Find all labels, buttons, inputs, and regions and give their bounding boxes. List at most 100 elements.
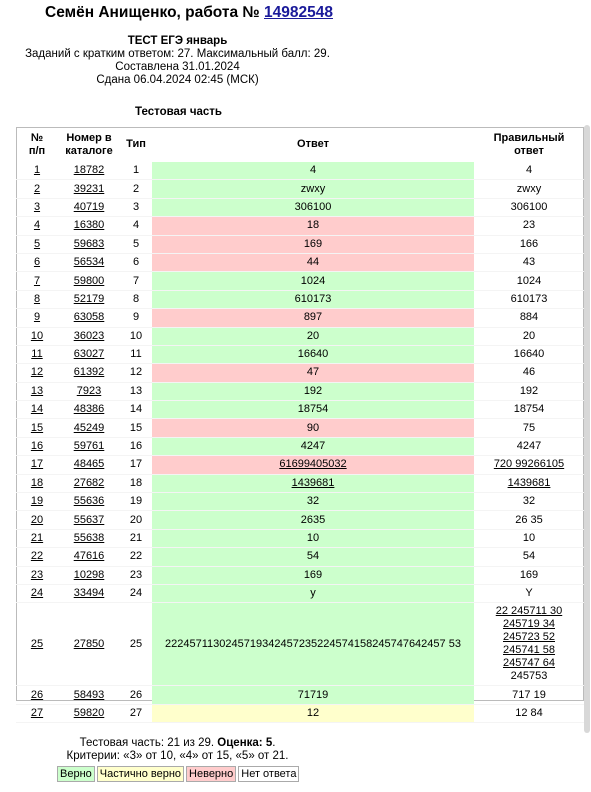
row-number-cell: 18 (16, 474, 58, 494)
answer-value: 71719 (297, 688, 329, 701)
catalog-number-cell: 10298 (58, 566, 120, 585)
header-correct: Правильный ответ (493, 131, 565, 157)
task-type-cell: 21 (120, 529, 152, 549)
answer-cell: 16640 (152, 345, 474, 365)
catalog-number-link[interactable]: 40719 (73, 200, 105, 213)
row-number-link[interactable]: 4 (33, 219, 41, 232)
correct-answer-value: 12 84 (515, 706, 543, 719)
catalog-number-link[interactable]: 7923 (76, 384, 102, 397)
catalog-number-link[interactable]: 10298 (73, 568, 105, 581)
correct-answer-value: 884 (519, 311, 539, 324)
catalog-number-link[interactable]: 55638 (73, 532, 105, 544)
catalog-number-link[interactable]: 63027 (73, 348, 105, 361)
row-number-link[interactable]: 16 (30, 440, 44, 453)
correct-answer-line[interactable]: 22 245711 30 (495, 605, 563, 618)
task-type-cell: 14 (120, 400, 152, 420)
catalog-number-link[interactable]: 18782 (73, 164, 105, 177)
catalog-number-link[interactable]: 59820 (73, 706, 105, 719)
row-number-cell: 13 (16, 382, 58, 402)
row-number-link[interactable]: 3 (33, 200, 41, 213)
row-number-link[interactable]: 27 (30, 706, 44, 719)
catalog-number-link[interactable]: 61392 (73, 366, 105, 379)
row-number-link[interactable]: 12 (30, 366, 44, 379)
vertical-scrollbar[interactable] (584, 125, 590, 733)
row-number-link[interactable]: 6 (33, 256, 41, 269)
catalog-number-cell: 39231 (58, 179, 120, 199)
correct-answer-value: zwxy (516, 182, 542, 195)
row-number-link[interactable]: 17 (30, 458, 44, 471)
row-number-link[interactable]: 14 (30, 403, 44, 416)
correct-answer-value[interactable]: 1439681 (507, 476, 551, 489)
catalog-number-link[interactable]: 59800 (73, 274, 105, 287)
grade-value: 5 (265, 737, 273, 749)
row-number-link[interactable]: 26 (30, 688, 44, 701)
task-type-cell: 1 (120, 162, 152, 181)
catalog-number-link[interactable]: 59683 (73, 237, 105, 250)
row-number-link[interactable]: 2 (33, 182, 41, 195)
catalog-number-link[interactable]: 48386 (73, 403, 105, 416)
task-type-cell: 17 (120, 455, 152, 475)
correct-answer-value: 166 (519, 237, 539, 250)
row-number-link[interactable]: 21 (30, 532, 44, 544)
catalog-number-link[interactable]: 59761 (73, 440, 105, 453)
correct-answer-line[interactable]: 245741 58 (503, 644, 555, 657)
answer-cell: 20 (152, 327, 474, 346)
catalog-number-link[interactable]: 45249 (73, 421, 105, 434)
answer-value[interactable]: 1439681 (291, 476, 335, 489)
row-number-link[interactable]: 25 (30, 637, 44, 650)
correct-answer-value[interactable]: 720 99266105 (493, 458, 565, 471)
answer-value: 192 (303, 384, 323, 397)
catalog-number-link[interactable]: 47616 (73, 550, 105, 563)
catalog-number-link[interactable]: 27682 (73, 476, 105, 489)
row-number-link[interactable]: 9 (33, 311, 41, 324)
work-number-link[interactable]: 14982548 (264, 4, 333, 21)
row-number-link[interactable]: 11 (31, 348, 43, 361)
row-number-link[interactable]: 8 (33, 292, 41, 305)
answer-cell: 32 (152, 492, 474, 512)
answer-value: 12 (306, 706, 320, 719)
catalog-number-link[interactable]: 39231 (73, 182, 105, 195)
catalog-number-link[interactable]: 56534 (73, 256, 105, 269)
catalog-number-link[interactable]: 55636 (73, 495, 105, 508)
catalog-number-link[interactable]: 36023 (73, 329, 105, 342)
header-type: Тип (126, 138, 146, 150)
row-number-link[interactable]: 15 (30, 421, 44, 434)
task-type-cell: 12 (120, 363, 152, 383)
row-number-link[interactable]: 1 (33, 164, 41, 177)
correct-answer-cell: 12 84 (474, 704, 584, 724)
row-number-cell: 21 (16, 529, 58, 549)
correct-answer-line[interactable]: 245719 34 (503, 618, 555, 631)
task-type-cell: 20 (120, 510, 152, 530)
row-number-link[interactable]: 13 (30, 384, 44, 397)
row-number-link[interactable]: 10 (30, 329, 44, 342)
row-number-link[interactable]: 23 (30, 568, 44, 581)
answer-value[interactable]: 61699405032 (279, 458, 347, 471)
catalog-number-link[interactable]: 58493 (73, 688, 105, 701)
catalog-number-link[interactable]: 55637 (73, 513, 105, 526)
catalog-number-link[interactable]: 48465 (73, 458, 105, 471)
answer-value: 897 (303, 311, 323, 324)
row-number-link[interactable]: 22 (30, 550, 44, 563)
correct-answer-line[interactable]: 245747 64 (503, 657, 555, 670)
row-number-link[interactable]: 20 (30, 513, 44, 526)
catalog-number-link[interactable]: 16380 (73, 219, 105, 232)
table-row: 11 63027 11 16640 16640 (16, 345, 584, 365)
row-number-link[interactable]: 7 (33, 274, 41, 287)
row-number-cell: 5 (16, 235, 58, 254)
catalog-number-link[interactable]: 27850 (73, 637, 105, 650)
row-number-cell: 7 (16, 271, 58, 291)
row-number-link[interactable]: 24 (30, 587, 44, 600)
row-number-link[interactable]: 19 (30, 495, 44, 508)
catalog-number-link[interactable]: 33494 (73, 587, 105, 600)
answer-value: 2635 (300, 513, 326, 526)
row-number-cell: 17 (16, 455, 58, 475)
catalog-number-link[interactable]: 52179 (73, 292, 105, 305)
correct-answer-cell: 20 (474, 327, 584, 346)
answer-cell: zwxy (152, 179, 474, 199)
catalog-number-link[interactable]: 63058 (73, 311, 105, 324)
row-number-link[interactable]: 5 (33, 237, 41, 250)
row-number-link[interactable]: 18 (30, 476, 44, 489)
correct-answer-line[interactable]: 245723 52 (503, 631, 555, 644)
table-row: 10 36023 10 20 20 (16, 327, 584, 346)
criteria-line: Критерии: «3» от 10, «4» от 15, «5» от 2… (66, 750, 289, 762)
